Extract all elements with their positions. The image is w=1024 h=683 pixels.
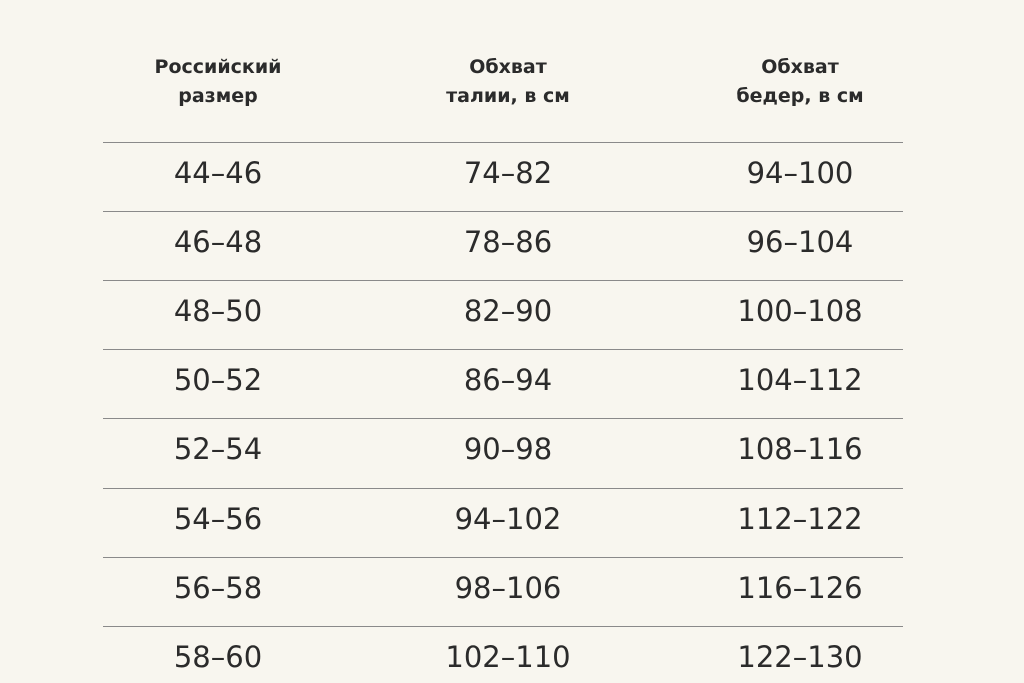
table-cell: 52–54 [173,432,263,467]
table-cell: 100–108 [737,294,863,329]
table-cell: 54–56 [173,501,263,536]
table-cell: 90–98 [463,432,553,467]
table-cell: 58–60 [173,639,263,674]
row-divider [103,487,903,489]
header-line: Обхват [469,56,547,78]
table-cell: 46–48 [173,225,263,260]
table-cell: 78–86 [463,225,553,260]
table-cell: 94–100 [746,156,854,190]
row-divider [103,349,903,351]
header-line: Обхват [761,56,839,78]
table-cell: 104–112 [737,363,863,398]
column-header: Обхват бедер, в см [660,53,940,111]
header-line: размер [178,85,258,107]
row-divider [103,418,903,420]
column-header: Обхват талии, в см [368,53,648,111]
table-cell: 108–116 [737,432,863,467]
table-cell: 102–110 [445,639,571,674]
table-cell: 98–106 [454,570,562,605]
table-cell: 50–52 [173,363,263,398]
row-divider [103,280,903,282]
table-cell: 94–102 [454,501,562,536]
row-divider [103,211,903,213]
row-divider [103,556,903,558]
table-cell: 48–50 [173,294,263,329]
table-cell: 116–126 [737,570,863,605]
table-cell: 82–90 [463,294,553,329]
table-cell: 44–46 [173,156,263,190]
table-cell: 86–94 [463,363,553,398]
row-divider [103,142,903,143]
row-divider [103,625,903,627]
header-line: бедер, в см [736,85,864,107]
table-cell: 56–58 [173,570,263,605]
table-cell: 96–104 [746,225,854,260]
column-header: Российский размер [78,53,358,111]
header-line: талии, в см [446,85,570,107]
table-cell: 112–122 [737,501,863,536]
table-cell: 122–130 [737,639,863,674]
table-cell: 74–82 [463,156,553,190]
header-line: Российский [154,56,282,78]
